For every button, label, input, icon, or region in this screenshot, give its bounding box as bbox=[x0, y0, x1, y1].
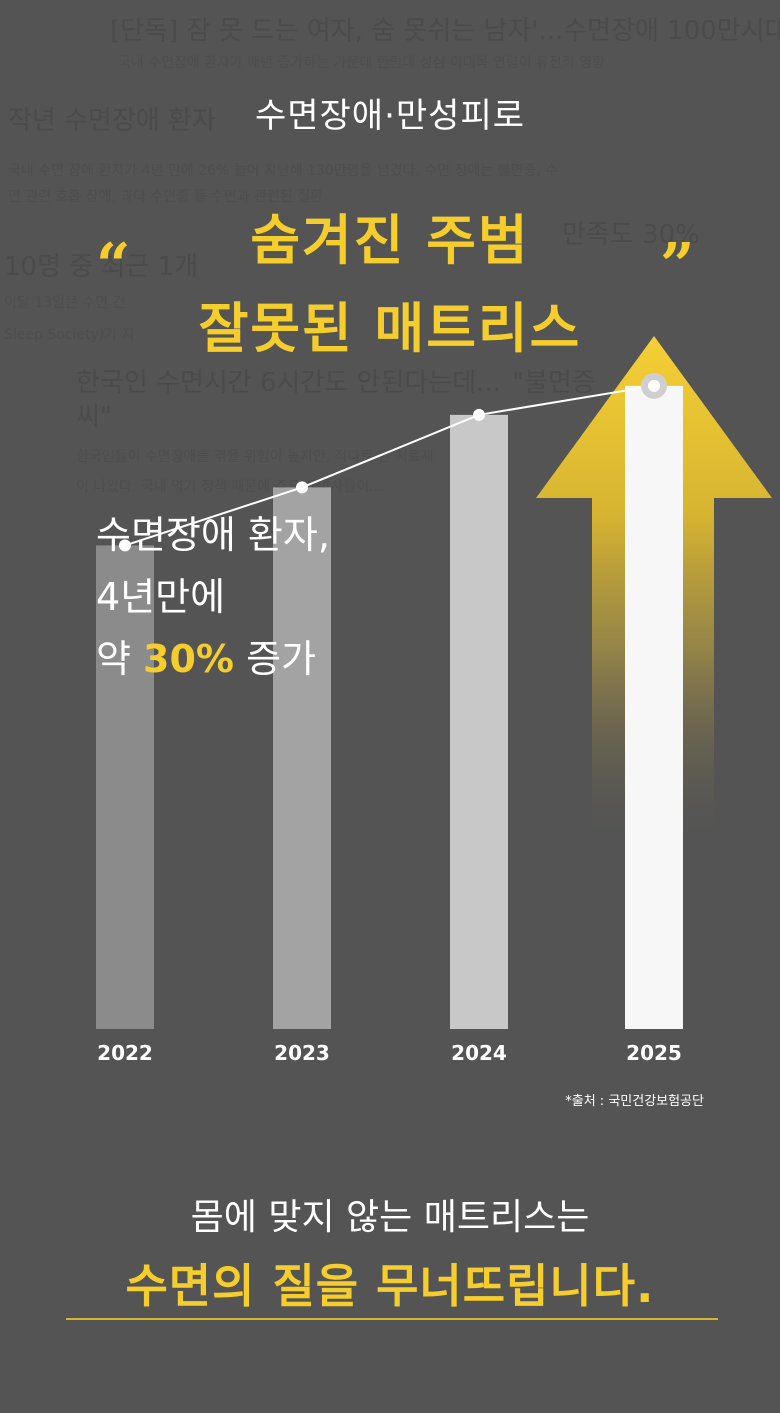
bar-2024 bbox=[450, 414, 508, 1030]
bg-article-headline: 씨" bbox=[76, 402, 112, 432]
x-tick-label: 2022 bbox=[97, 1041, 153, 1065]
bar-2022 bbox=[96, 545, 154, 1029]
data-point-2023 bbox=[296, 481, 308, 494]
bottom-underline bbox=[66, 1318, 718, 1320]
headline-line-2: 잘못된 매트리스 bbox=[198, 297, 582, 360]
source-note: *출처 : 국민건강보험공단 bbox=[565, 1094, 704, 1109]
headline-line-1: 숨겨진 주범 bbox=[250, 209, 530, 272]
x-tick-label: 2024 bbox=[451, 1041, 507, 1065]
bg-article-headline: 10명 중 최근 1개 bbox=[4, 252, 199, 282]
bg-article-body: 국내 수면 장애 환자가 4년 만에 26% 늘어 지난해 130만명을 넘겼다… bbox=[8, 163, 559, 179]
lede-prefix: 약 bbox=[96, 637, 144, 681]
bar-2023 bbox=[273, 487, 331, 1029]
subtitle: 수면장애·만성피로 bbox=[254, 96, 526, 136]
x-tick-label: 2023 bbox=[274, 1041, 330, 1065]
lede-line-2: 4년만에 bbox=[96, 575, 226, 619]
bar-2025 bbox=[625, 385, 683, 1030]
bg-article-body: Sleep Society)가 지 bbox=[4, 327, 135, 343]
lede-suffix: 증가 bbox=[234, 637, 317, 681]
x-tick-label: 2025 bbox=[626, 1041, 682, 1065]
bottom-line-2: 수면의 질을 무너뜨립니다. bbox=[125, 1259, 655, 1313]
trend-line bbox=[124, 384, 655, 547]
lede-highlight: 30% bbox=[143, 637, 235, 681]
data-point-2022 bbox=[119, 539, 131, 552]
bg-article-headline: 만족도 30% bbox=[562, 220, 700, 250]
bg-article-body: 국내 수면장애 환자가 매년 증가하는 가운데 한림대 성심 이대목 연령이 유… bbox=[118, 55, 605, 71]
open-quote-icon: “ bbox=[96, 231, 131, 301]
bottom-line-1: 몸에 맞지 않는 매트리스는 bbox=[190, 1197, 590, 1238]
bg-article-headline: [단독] 잠 못 드는 여자, 숨 못쉬는 남자'...수면장애 100만시대 bbox=[110, 16, 780, 46]
bg-article-headline: 작년 수면장애 환자 bbox=[8, 106, 216, 136]
bg-article-body: 이달 13일은 수면 건 bbox=[4, 295, 126, 311]
bg-article-headline: 한국인 수면시간 6시간도 안된다는데... bbox=[76, 368, 501, 398]
lede-text: 수면장애 환자, 4년만에 약 30% 증가 bbox=[96, 504, 330, 690]
bg-article-body: 한국인들이 수면장애를 겪을 위험이 높지만, 적다로 된 치료제 bbox=[76, 449, 434, 465]
close-quote-icon: ” bbox=[660, 231, 695, 301]
bg-article-body: 면 관련 호흡 장애, 과다 수면증 등 수면과 관련된 질환 bbox=[8, 189, 323, 205]
data-point-2024 bbox=[473, 408, 485, 421]
lede-line-1: 수면장애 환자, bbox=[96, 513, 330, 557]
data-point-2025 bbox=[648, 379, 660, 392]
bg-article-headline: "불면증 bbox=[512, 368, 596, 398]
lede-line-3: 약 30% 증가 bbox=[96, 628, 330, 690]
